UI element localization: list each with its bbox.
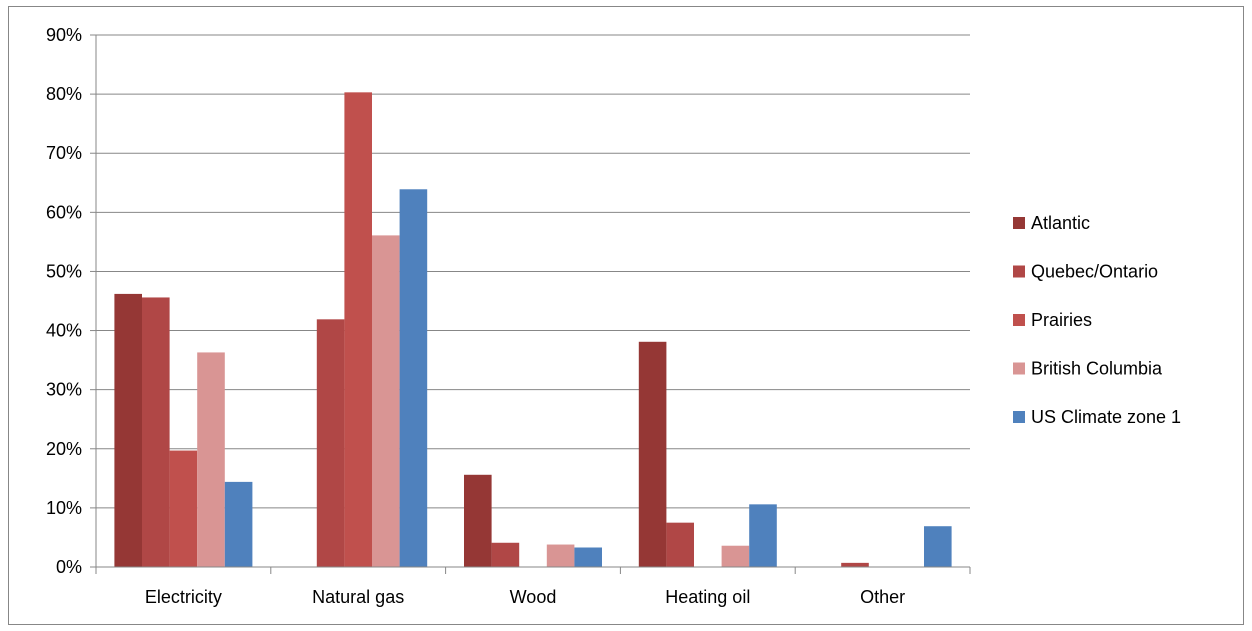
legend-label: Quebec/Ontario: [1031, 262, 1158, 282]
bar: [924, 526, 952, 567]
y-tick-label: 40%: [46, 321, 82, 341]
y-tick-labels: 0% 10% 20% 30% 40% 50% 60% 70% 80% 90%: [46, 25, 82, 577]
x-category-label: Electricity: [145, 587, 222, 607]
legend-label: Prairies: [1031, 310, 1092, 330]
legend-label: Atlantic: [1031, 213, 1090, 233]
bar: [749, 504, 777, 567]
bar: [841, 562, 869, 567]
x-category-label: Natural gas: [312, 587, 404, 607]
bar: [546, 544, 575, 567]
y-tick-label: 70%: [46, 143, 82, 163]
y-tick-label: 90%: [46, 25, 82, 45]
y-tick-label: 60%: [46, 202, 82, 222]
bar: [169, 450, 198, 567]
bar: [464, 474, 492, 567]
legend-label: British Columbia: [1031, 359, 1163, 379]
bar: [638, 341, 667, 567]
y-tick-label: 80%: [46, 84, 82, 104]
legend-swatch: [1013, 362, 1025, 375]
x-category-labels: Electricity Natural gas Wood Heating oil Oth…: [145, 587, 905, 607]
bar: [142, 297, 170, 567]
y-tick-label: 20%: [46, 439, 82, 459]
y-tick-label: 0%: [56, 557, 82, 577]
bar: [399, 189, 428, 567]
bar: [114, 293, 142, 567]
x-category-label: Other: [860, 587, 905, 607]
bar: [197, 352, 225, 567]
legend-swatch: [1013, 314, 1025, 326]
x-category-label: Wood: [510, 587, 557, 607]
y-tick-label: 10%: [46, 498, 82, 518]
gridlines: [96, 34, 970, 509]
legend: Atlantic Quebec/Ontario Prairies British Co…: [1013, 213, 1181, 427]
bar: [372, 235, 400, 568]
bar: [666, 522, 694, 567]
bar: [316, 319, 345, 567]
bar: [721, 545, 750, 567]
bar: [491, 542, 520, 567]
legend-swatch: [1013, 217, 1025, 229]
bar: [344, 92, 372, 568]
legend-swatch: [1013, 265, 1025, 278]
x-category-label: Heating oil: [665, 587, 750, 607]
axes: [90, 34, 971, 574]
bar: [574, 547, 602, 567]
y-tick-label: 30%: [46, 380, 82, 400]
bars: [114, 92, 952, 568]
legend-swatch: [1013, 411, 1025, 423]
bar: [224, 481, 253, 567]
y-tick-label: 50%: [46, 261, 82, 281]
legend-label: US Climate zone 1: [1031, 407, 1181, 427]
